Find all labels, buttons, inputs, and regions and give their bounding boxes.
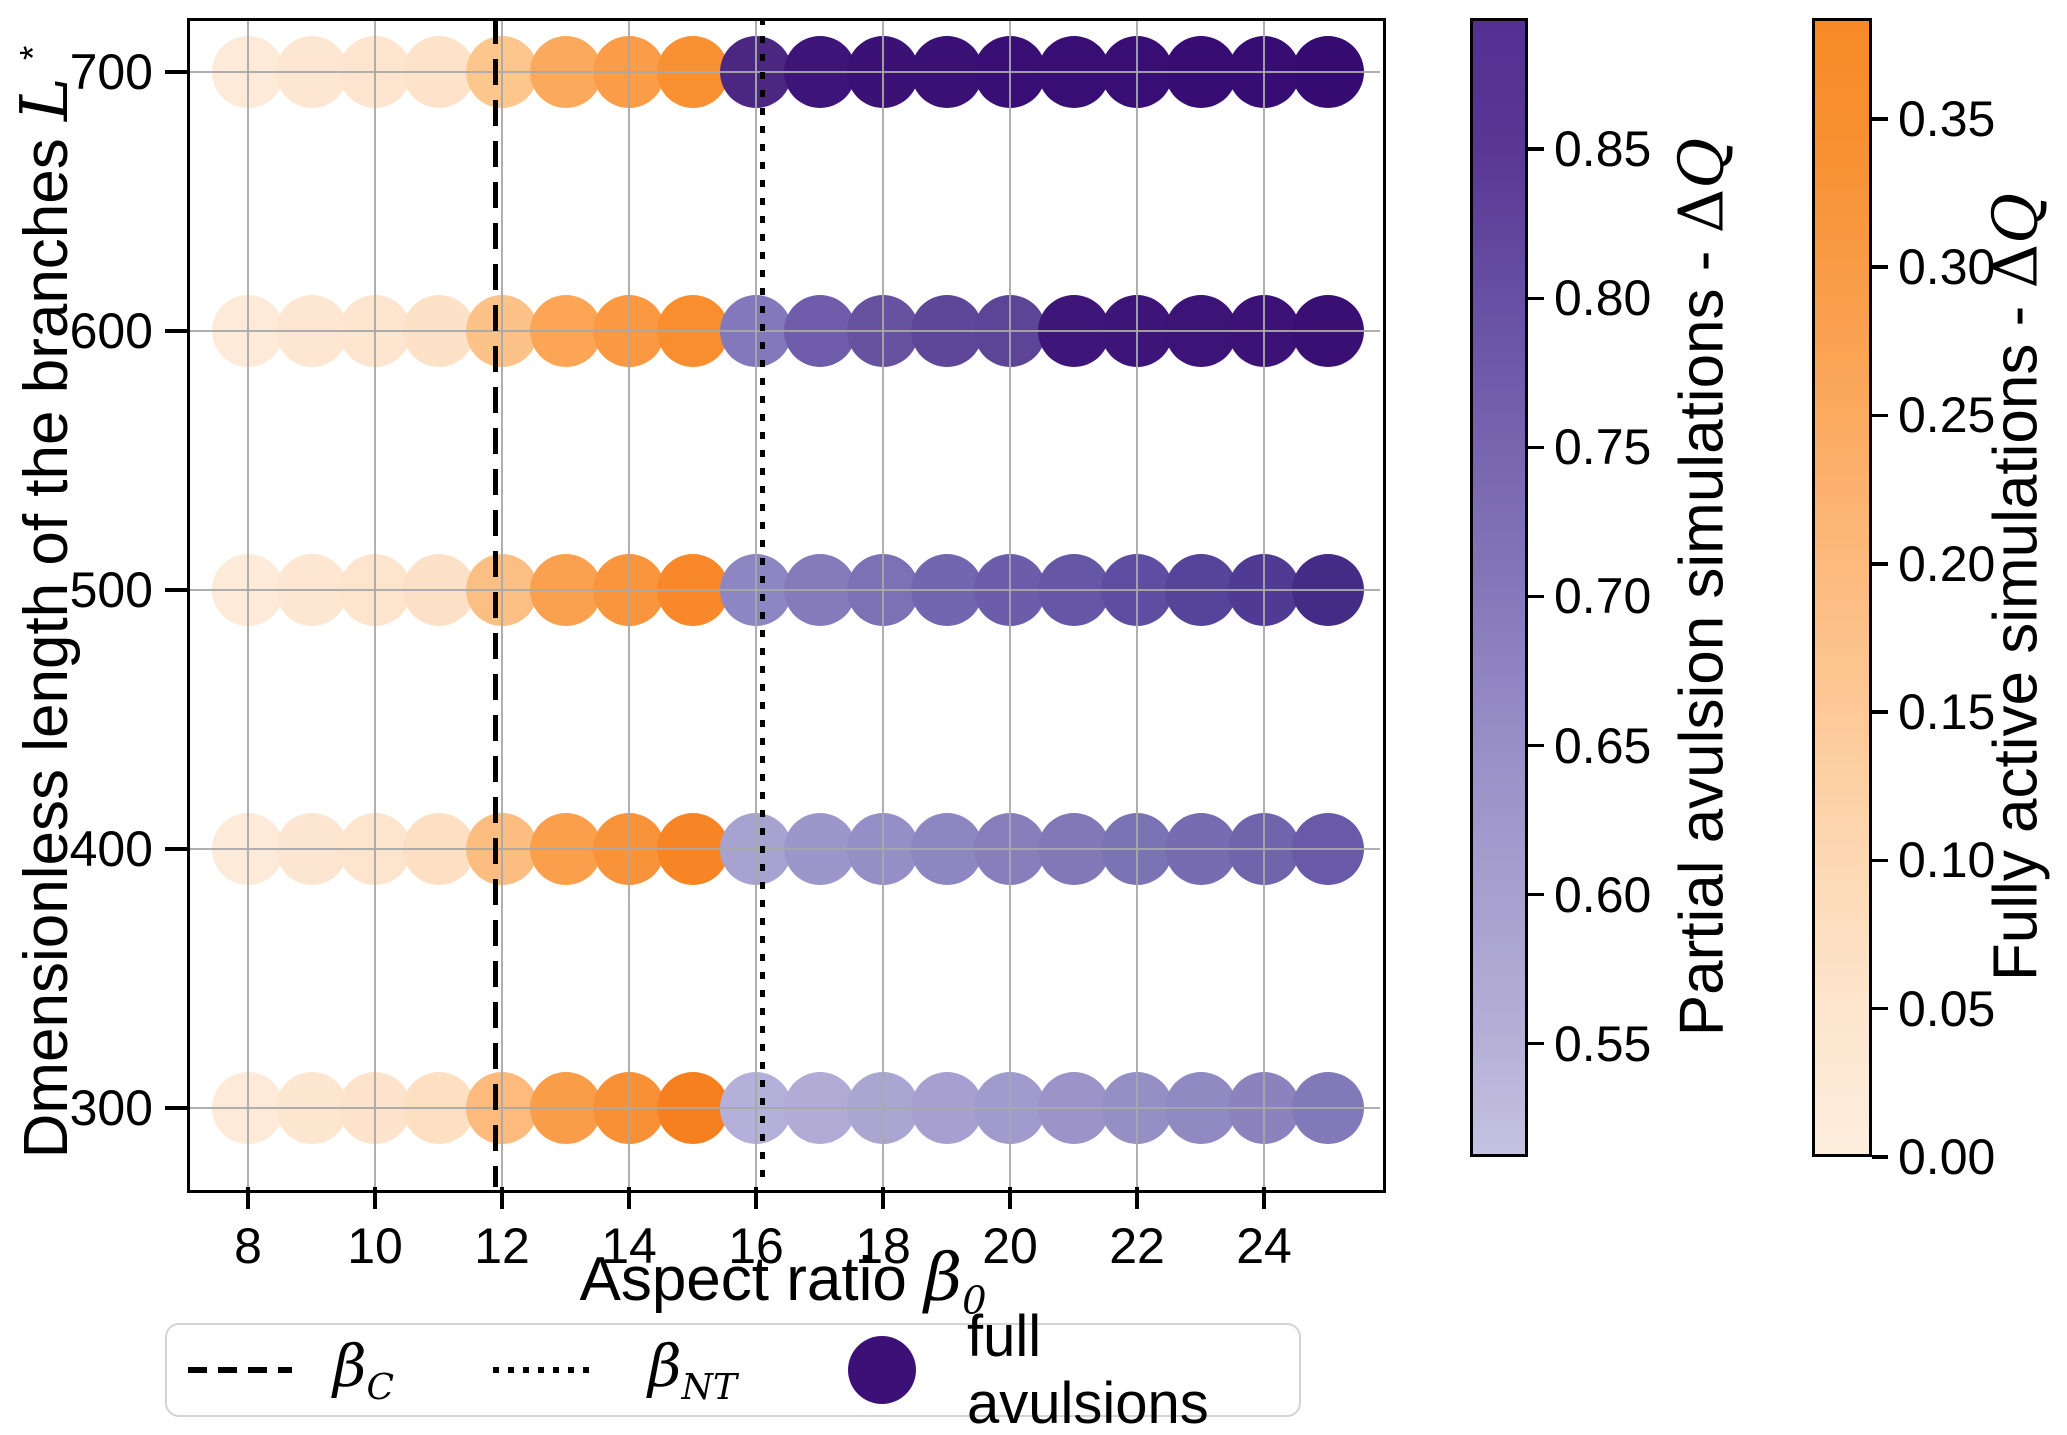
colorbar-tick-label: 0.60 bbox=[1554, 866, 1652, 923]
x-tick bbox=[881, 1187, 885, 1209]
y-tick-label: 300 bbox=[69, 1080, 153, 1136]
x-tick-label: 24 bbox=[1236, 1218, 1292, 1274]
colorbar-tick-label: 0.85 bbox=[1554, 121, 1652, 178]
x-tick bbox=[1135, 1187, 1139, 1209]
colorbar-tick bbox=[1872, 1006, 1888, 1011]
gridline-vertical bbox=[1008, 18, 1012, 1187]
colorbar-tick-label: 0.80 bbox=[1554, 270, 1652, 327]
beta-subscript: 0 bbox=[962, 1278, 987, 1324]
colorbar-tick-label: 0.15 bbox=[1898, 684, 1996, 741]
colorbar-tick-label: 0.10 bbox=[1898, 832, 1996, 889]
gridline-vertical bbox=[246, 18, 250, 1187]
x-tick-label: 10 bbox=[347, 1218, 403, 1274]
colorbar-tick-label: 0.70 bbox=[1554, 568, 1652, 625]
colorbar-tick bbox=[1528, 296, 1544, 301]
beta-symbol: β bbox=[924, 1240, 963, 1316]
colorbar-tick bbox=[1872, 710, 1888, 714]
gridline-vertical bbox=[1135, 18, 1139, 1187]
colorbar-tick bbox=[1528, 892, 1544, 897]
gridline-vertical bbox=[881, 18, 885, 1187]
x-tick bbox=[1262, 1187, 1266, 1209]
delta-symbol: Δ bbox=[1664, 188, 1738, 234]
colorbar-tick-label: 0.75 bbox=[1554, 419, 1652, 476]
gridline-horizontal bbox=[187, 1106, 1380, 1110]
colorbar-tick-label: 0.25 bbox=[1898, 387, 1996, 444]
colorbar-tick bbox=[1528, 147, 1544, 151]
length-superscript: * bbox=[11, 45, 54, 61]
colorbar-tick bbox=[1872, 1155, 1888, 1159]
legend-label-full-avulsions: full avulsions bbox=[967, 1304, 1209, 1435]
gridline-horizontal bbox=[187, 588, 1380, 592]
x-tick-label: 16 bbox=[728, 1218, 784, 1274]
y-tick-label: 400 bbox=[69, 821, 153, 877]
partial-avulsion-colorbar-label: Partial avulsion simulations - ΔQ bbox=[1665, 138, 1738, 1037]
y-axis-label-text: Dmensionless length of the branches bbox=[12, 120, 82, 1159]
gridline-vertical bbox=[373, 18, 377, 1187]
x-tick bbox=[373, 1187, 377, 1209]
colorbar-tick-label: 0.65 bbox=[1554, 717, 1652, 774]
x-tick-label: 8 bbox=[234, 1218, 262, 1274]
colorbar-tick-label: 0.55 bbox=[1554, 1015, 1652, 1072]
y-tick-label: 600 bbox=[69, 303, 153, 359]
x-tick-label: 18 bbox=[855, 1218, 911, 1274]
colorbar-tick bbox=[1528, 743, 1544, 748]
legend: βC βNT full avulsions bbox=[165, 1304, 1301, 1435]
x-axis-label-text: Aspect ratio bbox=[579, 1245, 925, 1314]
gridline-vertical bbox=[754, 18, 758, 1187]
x-tick bbox=[754, 1187, 758, 1209]
colorbar-tick bbox=[1528, 445, 1544, 450]
y-tick bbox=[165, 588, 187, 592]
x-tick-label: 22 bbox=[1109, 1218, 1165, 1274]
colorbar-tick bbox=[1872, 413, 1888, 418]
y-tick bbox=[165, 847, 187, 851]
reference-line-beta_NT bbox=[759, 18, 765, 1187]
q-symbol: Q bbox=[1978, 192, 2052, 244]
y-tick-label: 700 bbox=[69, 44, 153, 100]
q-symbol: Q bbox=[1664, 137, 1738, 189]
colorbar-tick-label: 0.35 bbox=[1898, 90, 1996, 147]
x-tick bbox=[627, 1187, 631, 1209]
colorbar-tick bbox=[1872, 265, 1888, 269]
colorbar-tick-label: 0.05 bbox=[1898, 980, 1996, 1037]
x-tick-label: 14 bbox=[601, 1218, 657, 1274]
y-tick-label: 500 bbox=[69, 562, 153, 618]
dotted-line-sample bbox=[493, 1367, 597, 1373]
y-tick bbox=[165, 329, 187, 333]
colorbar-tick-label: 0.00 bbox=[1898, 1129, 1996, 1185]
y-tick bbox=[165, 70, 187, 74]
dashed-line-sample bbox=[188, 1367, 292, 1373]
gridline-vertical bbox=[627, 18, 631, 1187]
x-axis-label: Aspect ratio β0 bbox=[579, 1245, 987, 1324]
x-tick bbox=[1008, 1187, 1012, 1209]
gridline-horizontal bbox=[187, 847, 1380, 851]
gridline-horizontal bbox=[187, 70, 1380, 74]
colorbar-tick bbox=[1528, 594, 1544, 599]
x-tick-label: 12 bbox=[474, 1218, 530, 1274]
gridline-vertical bbox=[500, 18, 504, 1187]
colorbar-tick-label: 0.20 bbox=[1898, 535, 1996, 592]
y-tick bbox=[165, 1106, 187, 1110]
colorbar-tick bbox=[1872, 858, 1888, 863]
partial-avulsion-colorbar bbox=[1470, 18, 1528, 1157]
cb1-label-text: Partial avulsion simulations - bbox=[1667, 233, 1737, 1037]
gridline-vertical bbox=[1262, 18, 1266, 1187]
x-tick-label: 20 bbox=[982, 1218, 1038, 1274]
fully-active-colorbar bbox=[1812, 18, 1872, 1157]
x-tick bbox=[500, 1187, 504, 1209]
colorbar-tick bbox=[1872, 562, 1888, 566]
x-tick bbox=[246, 1187, 250, 1209]
reference-line-beta_C bbox=[493, 18, 499, 1187]
gridline-horizontal bbox=[187, 329, 1380, 333]
legend-label-beta-c: βC bbox=[333, 1332, 395, 1408]
colorbar-tick bbox=[1528, 1041, 1544, 1046]
full-avulsions-marker bbox=[848, 1336, 916, 1404]
legend-label-beta-nt: βNT bbox=[648, 1332, 737, 1408]
colorbar-tick bbox=[1872, 117, 1888, 121]
colorbar-tick-label: 0.30 bbox=[1898, 239, 1996, 296]
